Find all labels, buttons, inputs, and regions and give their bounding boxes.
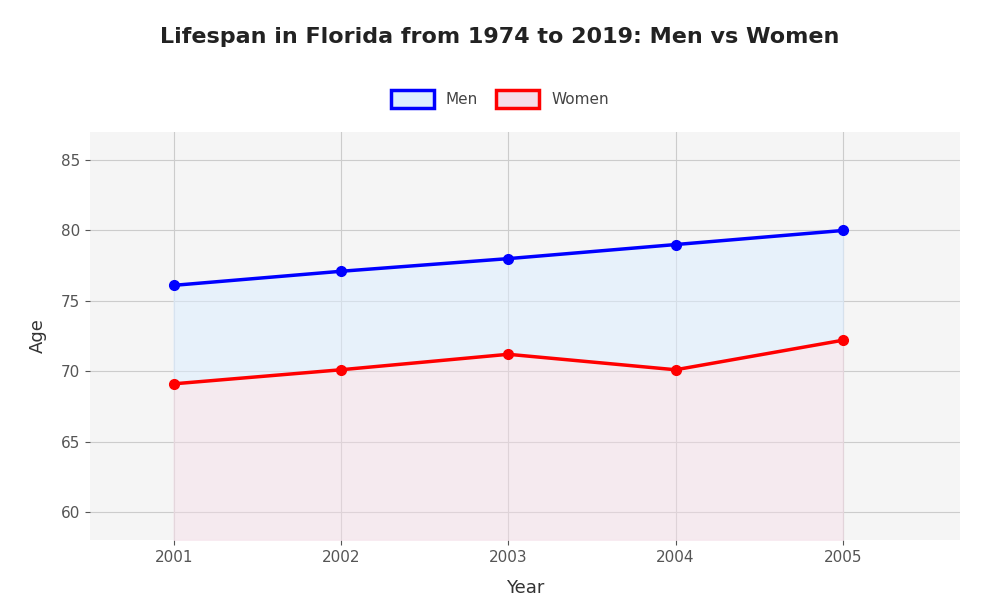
X-axis label: Year: Year <box>506 578 544 596</box>
Legend: Men, Women: Men, Women <box>383 83 617 116</box>
Text: Lifespan in Florida from 1974 to 2019: Men vs Women: Lifespan in Florida from 1974 to 2019: M… <box>160 27 840 47</box>
Y-axis label: Age: Age <box>29 319 47 353</box>
